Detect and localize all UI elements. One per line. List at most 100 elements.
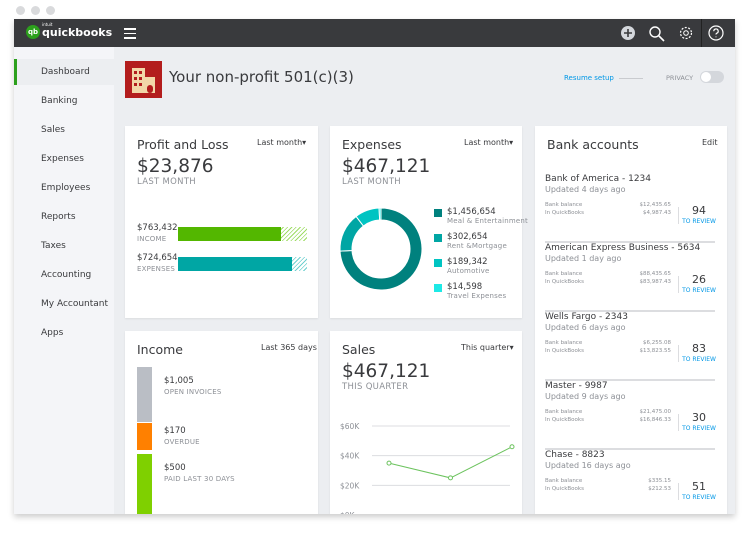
divider <box>678 276 679 293</box>
sales-point[interactable] <box>448 475 453 481</box>
open-invoices-bar <box>137 367 152 422</box>
sidebar-item-apps[interactable]: Apps <box>41 328 64 338</box>
review-count[interactable]: 30 <box>692 411 706 424</box>
brand-small: intuit <box>42 22 53 27</box>
legend-item: $189,342 Automotive <box>434 257 528 282</box>
review-count[interactable]: 94 <box>692 204 706 217</box>
qb-balance-label: In QuickBooks <box>545 417 584 423</box>
bank-balance-value: $88,435.65 <box>639 271 672 277</box>
card-title: Profit and Loss <box>137 137 229 152</box>
qb-balance-label: In QuickBooks <box>545 486 584 492</box>
account-updated: Updated 6 days ago <box>545 323 626 332</box>
to-review-link[interactable]: TO REVIEW <box>682 287 716 294</box>
review-count[interactable]: 83 <box>692 342 706 355</box>
app-window: qb intuit quickbooks Dashboard Banking Sal… <box>14 19 735 514</box>
resume-setup-link[interactable]: Resume setup <box>564 74 614 82</box>
bank-account-item[interactable]: Chase - 8823 Updated 16 days ago Bank bala… <box>545 450 716 514</box>
review-count[interactable]: 51 <box>692 480 706 493</box>
to-review-link[interactable]: TO REVIEW <box>682 356 716 363</box>
menu-icon[interactable] <box>124 28 136 39</box>
period-dropdown[interactable]: This quarter▾ <box>461 343 514 352</box>
period-dropdown[interactable]: Last month▾ <box>464 138 514 147</box>
bank-accounts-card: Bank accounts Edit Bank of America - 123… <box>535 126 727 514</box>
sidebar-item-banking[interactable]: Banking <box>41 96 78 106</box>
account-updated: Updated 9 days ago <box>545 392 626 401</box>
sales-line <box>388 446 513 479</box>
qb-balance-label: In QuickBooks <box>545 210 584 216</box>
edit-button[interactable]: Edit <box>702 138 718 147</box>
donut-slice[interactable] <box>339 207 423 291</box>
period-dropdown[interactable]: Last month▾ <box>257 138 307 147</box>
legend-swatch <box>434 259 442 267</box>
legend-label: Travel Expenses <box>447 292 507 300</box>
sales-point[interactable] <box>509 444 515 450</box>
legend-swatch <box>434 209 442 217</box>
search-icon[interactable] <box>648 25 665 42</box>
income-bar <box>178 227 307 241</box>
window-zoom-dot[interactable] <box>46 6 55 15</box>
sidebar-item-reports[interactable]: Reports <box>41 212 76 222</box>
y-tick-label: $0K <box>340 511 356 514</box>
to-review-link[interactable]: TO REVIEW <box>682 425 716 432</box>
bank-balance-label: Bank balance <box>545 478 583 484</box>
sales-card: Sales This quarter▾ $467,121 THIS QUARTE… <box>330 331 522 514</box>
card-title: Sales <box>342 342 376 357</box>
amount: $467,121 <box>342 361 431 382</box>
income-value: $1,005 <box>164 376 194 386</box>
bank-account-item[interactable]: American Express Business - 5634 Updated … <box>545 243 716 312</box>
account-updated: Updated 1 day ago <box>545 254 622 263</box>
expenses-donut-chart <box>339 207 423 291</box>
account-updated: Updated 16 days ago <box>545 461 631 470</box>
window-close-dot[interactable] <box>16 6 25 15</box>
legend-item: $1,456,654 Meal & Entertainment <box>434 207 528 232</box>
sidebar-item-sales[interactable]: Sales <box>41 125 65 135</box>
paid-bar <box>137 454 152 514</box>
to-review-link[interactable]: TO REVIEW <box>682 494 716 501</box>
account-name: Chase - 8823 <box>545 450 605 460</box>
setup-progress <box>619 78 643 79</box>
expenses-card: Expenses Last month▾ $467,121 LAST MONTH… <box>330 126 528 318</box>
income-value: $763,432 <box>137 223 178 233</box>
account-name: Master - 9987 <box>545 381 608 391</box>
help-icon[interactable] <box>708 25 724 41</box>
sales-point[interactable] <box>386 460 392 466</box>
sidebar-item-dashboard[interactable]: Dashboard <box>14 59 114 85</box>
account-updated: Updated 4 days ago <box>545 185 626 194</box>
bank-account-item[interactable]: Wells Fargo - 2343 Updated 6 days ago Bank… <box>545 312 716 381</box>
account-name: American Express Business - 5634 <box>545 243 701 253</box>
card-title: Expenses <box>342 137 402 152</box>
legend-value: $14,598 <box>447 282 483 292</box>
window-minimize-dot[interactable] <box>31 6 40 15</box>
privacy-toggle[interactable] <box>700 71 724 83</box>
divider <box>678 483 679 500</box>
to-review-link[interactable]: TO REVIEW <box>682 218 716 225</box>
bank-account-item[interactable]: Bank of America - 1234 Updated 4 days ago… <box>545 174 716 243</box>
plus-icon[interactable] <box>620 25 636 41</box>
qb-balance-label: In QuickBooks <box>545 348 584 354</box>
qb-balance-value: $13,823.55 <box>639 348 672 354</box>
gear-icon[interactable] <box>678 25 694 41</box>
profit-loss-card: Profit and Loss Last month▾ $23,876 LAST… <box>125 126 318 318</box>
overdue-bar <box>137 423 152 450</box>
bank-account-item[interactable]: Master - 9987 Updated 9 days ago Bank bala… <box>545 381 716 450</box>
divider <box>701 19 702 47</box>
sidebar-item-expenses[interactable]: Expenses <box>41 154 84 164</box>
company-building-icon <box>125 61 162 98</box>
legend-item: $302,654 Rent &Mortgage <box>434 232 528 257</box>
divider <box>678 207 679 224</box>
sidebar-item-my-accountant[interactable]: My Accountant <box>41 299 109 309</box>
amount: $23,876 <box>137 156 214 177</box>
y-tick-label: $60K <box>340 422 360 431</box>
period-label: Last month <box>464 138 510 147</box>
card-title: Bank accounts <box>547 137 639 152</box>
review-count[interactable]: 26 <box>692 273 706 286</box>
qb-balance-value: $4,987.43 <box>643 210 671 216</box>
donut-slice[interactable] <box>378 207 382 221</box>
amount-sub: THIS QUARTER <box>342 382 409 392</box>
sidebar-item-taxes[interactable]: Taxes <box>41 241 66 251</box>
y-tick-label: $20K <box>340 481 360 490</box>
sidebar-item-employees[interactable]: Employees <box>41 183 91 193</box>
sidebar-item-accounting[interactable]: Accounting <box>41 270 92 280</box>
qb-balance-value: $83,987.43 <box>639 279 672 285</box>
income-value: $170 <box>164 426 186 436</box>
